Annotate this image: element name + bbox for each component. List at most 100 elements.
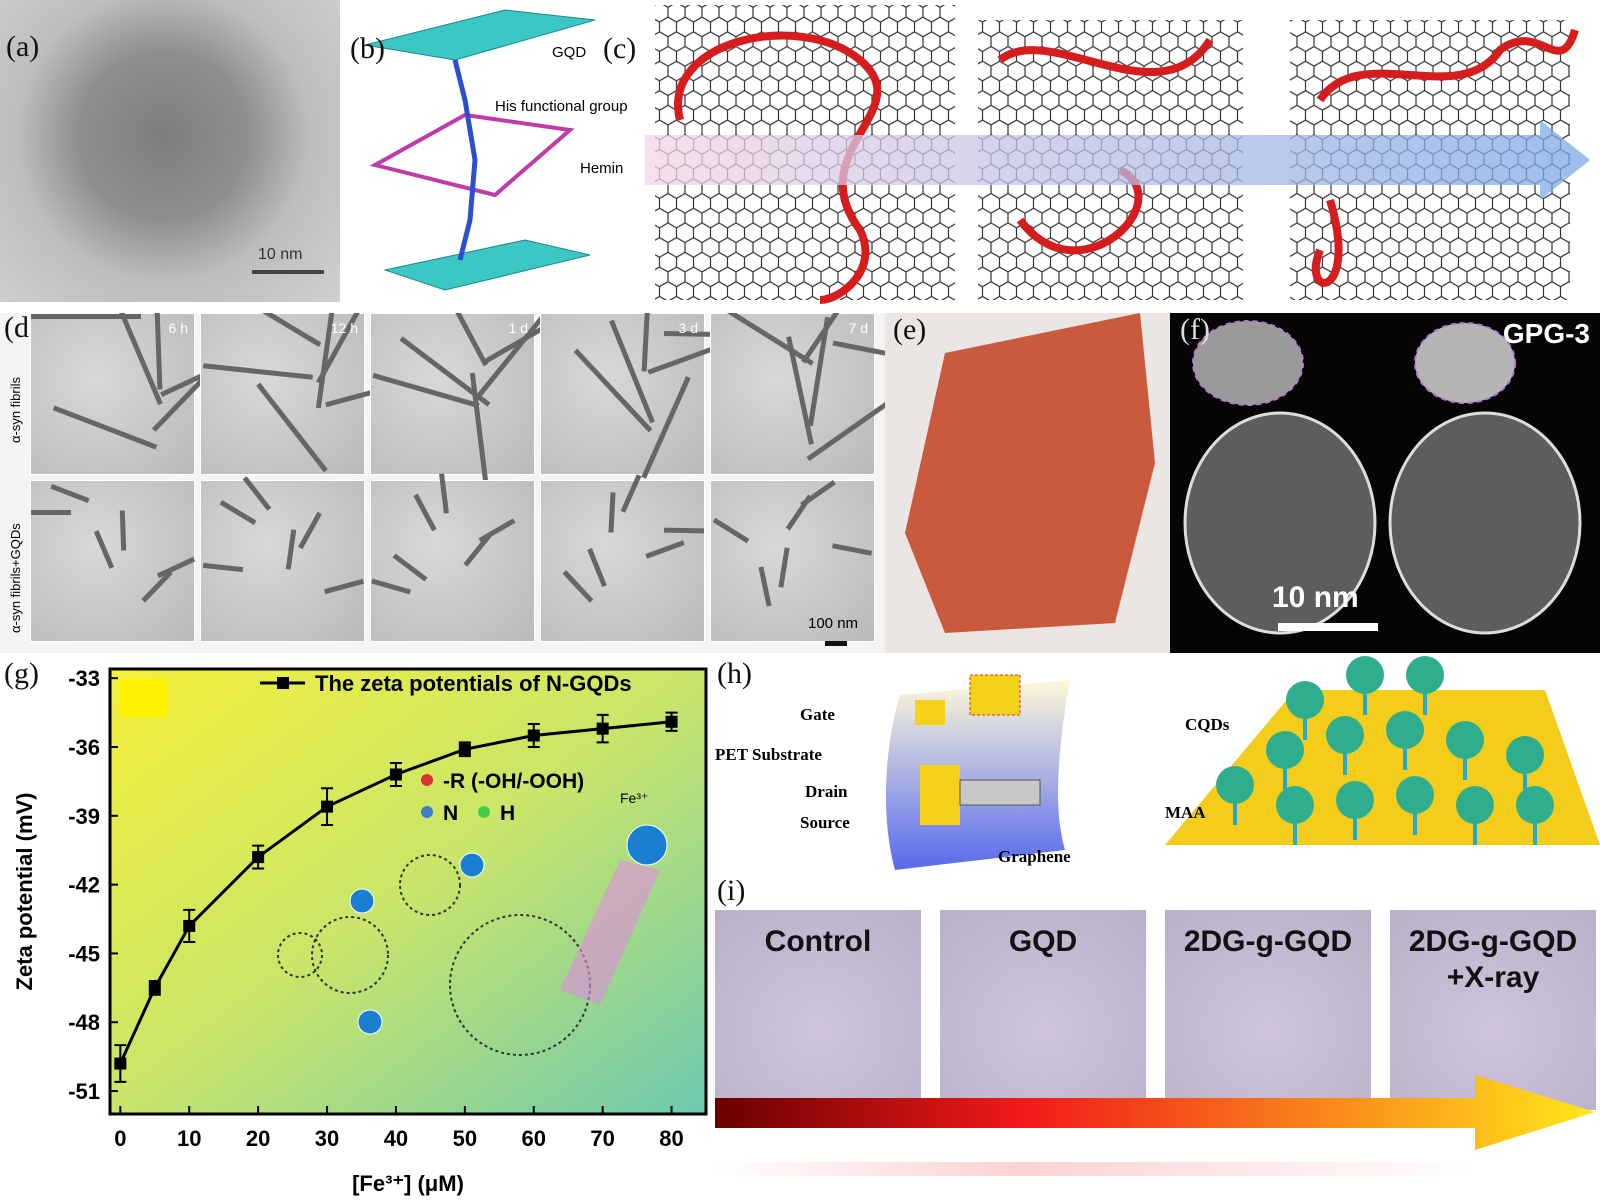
- fibril: [478, 518, 516, 543]
- data-point: [389, 768, 402, 781]
- fibril: [831, 543, 873, 556]
- y-tick-label: -36: [68, 735, 100, 760]
- gqd-illustration: [311, 916, 389, 994]
- fibril: [93, 530, 115, 569]
- fibril: [431, 313, 489, 367]
- ion: [626, 824, 668, 866]
- fibril: [392, 553, 428, 582]
- cqd: [1336, 781, 1374, 819]
- tem-tile: 3 d: [540, 313, 775, 479]
- fibril: [778, 547, 790, 588]
- panel-f: (f) GPG-3 10 nm: [1170, 313, 1600, 653]
- panel-label: (c): [603, 32, 637, 65]
- tem-tile: 7 d: [710, 313, 885, 475]
- device-text: Graphene: [998, 847, 1071, 866]
- fibril: [800, 479, 836, 508]
- sample-name: GPG-3: [1502, 318, 1590, 349]
- panel-label: (f): [1180, 313, 1210, 346]
- y-tick-label: -48: [68, 1010, 100, 1035]
- fibril: [371, 578, 411, 595]
- row-label: α-syn fibrils+GQDs: [8, 523, 23, 633]
- arrow: [715, 1075, 1595, 1150]
- scale-text: 100 nm: [808, 615, 859, 632]
- fibril: [562, 570, 594, 603]
- cqd: [1516, 786, 1554, 824]
- cell-image: 2DG-g-GQD +X-ray: [1390, 910, 1596, 1110]
- molecule-diagram: [364, 9, 596, 291]
- scale-bar: [1278, 623, 1378, 631]
- y-tick-label: -33: [68, 666, 100, 691]
- data-point: [527, 729, 540, 742]
- electrodes: [920, 765, 960, 825]
- tem-tile: 12 h: [200, 313, 433, 475]
- panel-label: (a): [6, 30, 40, 63]
- x-tick-label: 80: [659, 1126, 683, 1151]
- y-tick-label: -42: [68, 873, 100, 898]
- annotation-dot: [421, 806, 433, 818]
- annotation: -R (-OH/-OOH): [443, 770, 584, 793]
- data-point: [114, 1057, 127, 1070]
- cell-image: Control: [715, 910, 921, 1110]
- cqd: [1456, 786, 1494, 824]
- tem-tile: 6 h: [30, 313, 262, 475]
- fibril: [219, 500, 257, 525]
- fibril: [663, 527, 705, 534]
- device-diagram: [885, 656, 1600, 870]
- fibril: [641, 313, 653, 372]
- cell-label: Control: [764, 925, 872, 958]
- fibril: [31, 510, 71, 515]
- gqd-illustration: [277, 932, 323, 978]
- time-label: 12 h: [330, 320, 358, 336]
- ion: [349, 888, 375, 914]
- tem-tile: [30, 480, 196, 642]
- device-text: CQDs: [1185, 715, 1230, 734]
- device-text: PET Substrate: [715, 745, 822, 764]
- fibril: [712, 517, 750, 544]
- annotation: Fe³⁺: [620, 790, 648, 806]
- mri-image: [1183, 320, 1582, 635]
- fibril: [645, 540, 685, 559]
- panel-label: (h): [717, 657, 752, 690]
- fibril: [153, 313, 163, 390]
- panel-g: -33 -36 -39 -42 -45 -48 -51 0 10 20 30 40 50 60 70 80 [F…: [0, 655, 715, 1201]
- highlight: [120, 679, 168, 717]
- gqd-illustration: [399, 854, 461, 916]
- data-point: [148, 981, 161, 994]
- tumor: [1192, 320, 1304, 406]
- cqd: [1276, 786, 1314, 824]
- device-text: Source: [800, 813, 850, 832]
- device-text: Gate: [800, 705, 835, 724]
- x-tick-label: 10: [177, 1126, 201, 1151]
- graphene: [959, 779, 1041, 806]
- gel: [905, 313, 1155, 633]
- panel-b: (b) GQD His functional group Hemin: [345, 0, 650, 302]
- row-label: α-syn fibrils: [8, 376, 23, 443]
- fibril: [156, 556, 196, 579]
- annotation: H: [500, 802, 515, 825]
- electron-beam: [560, 860, 660, 1005]
- fibril: [31, 314, 141, 319]
- tem-tile: 1 d: [370, 313, 581, 483]
- tem-tile: [370, 473, 535, 642]
- y-axis-label: Zeta potential (mV): [12, 792, 37, 990]
- fibril: [620, 474, 642, 513]
- tem-tile: [540, 474, 705, 642]
- his-group: [452, 59, 478, 261]
- annotation: N: [443, 802, 458, 825]
- fibril: [439, 473, 449, 514]
- x-tick-label: 60: [522, 1126, 546, 1151]
- y-tick-label: -45: [68, 941, 100, 966]
- cell-image: 2DG-g-GQD: [1165, 910, 1371, 1110]
- scale-text: 10 nm: [258, 246, 303, 263]
- mol-text: Hemin: [580, 160, 624, 177]
- x-tick-label: 0: [114, 1126, 126, 1151]
- cqd: [1346, 656, 1384, 694]
- data-point: [252, 851, 265, 864]
- time-label: 6 h: [168, 320, 188, 336]
- annotation-dot: [478, 806, 490, 818]
- cqd: [1396, 776, 1434, 814]
- fibril: [52, 405, 158, 450]
- annotation-dot: [421, 774, 433, 786]
- rna-strand: [674, 31, 882, 304]
- data-point: [596, 722, 609, 735]
